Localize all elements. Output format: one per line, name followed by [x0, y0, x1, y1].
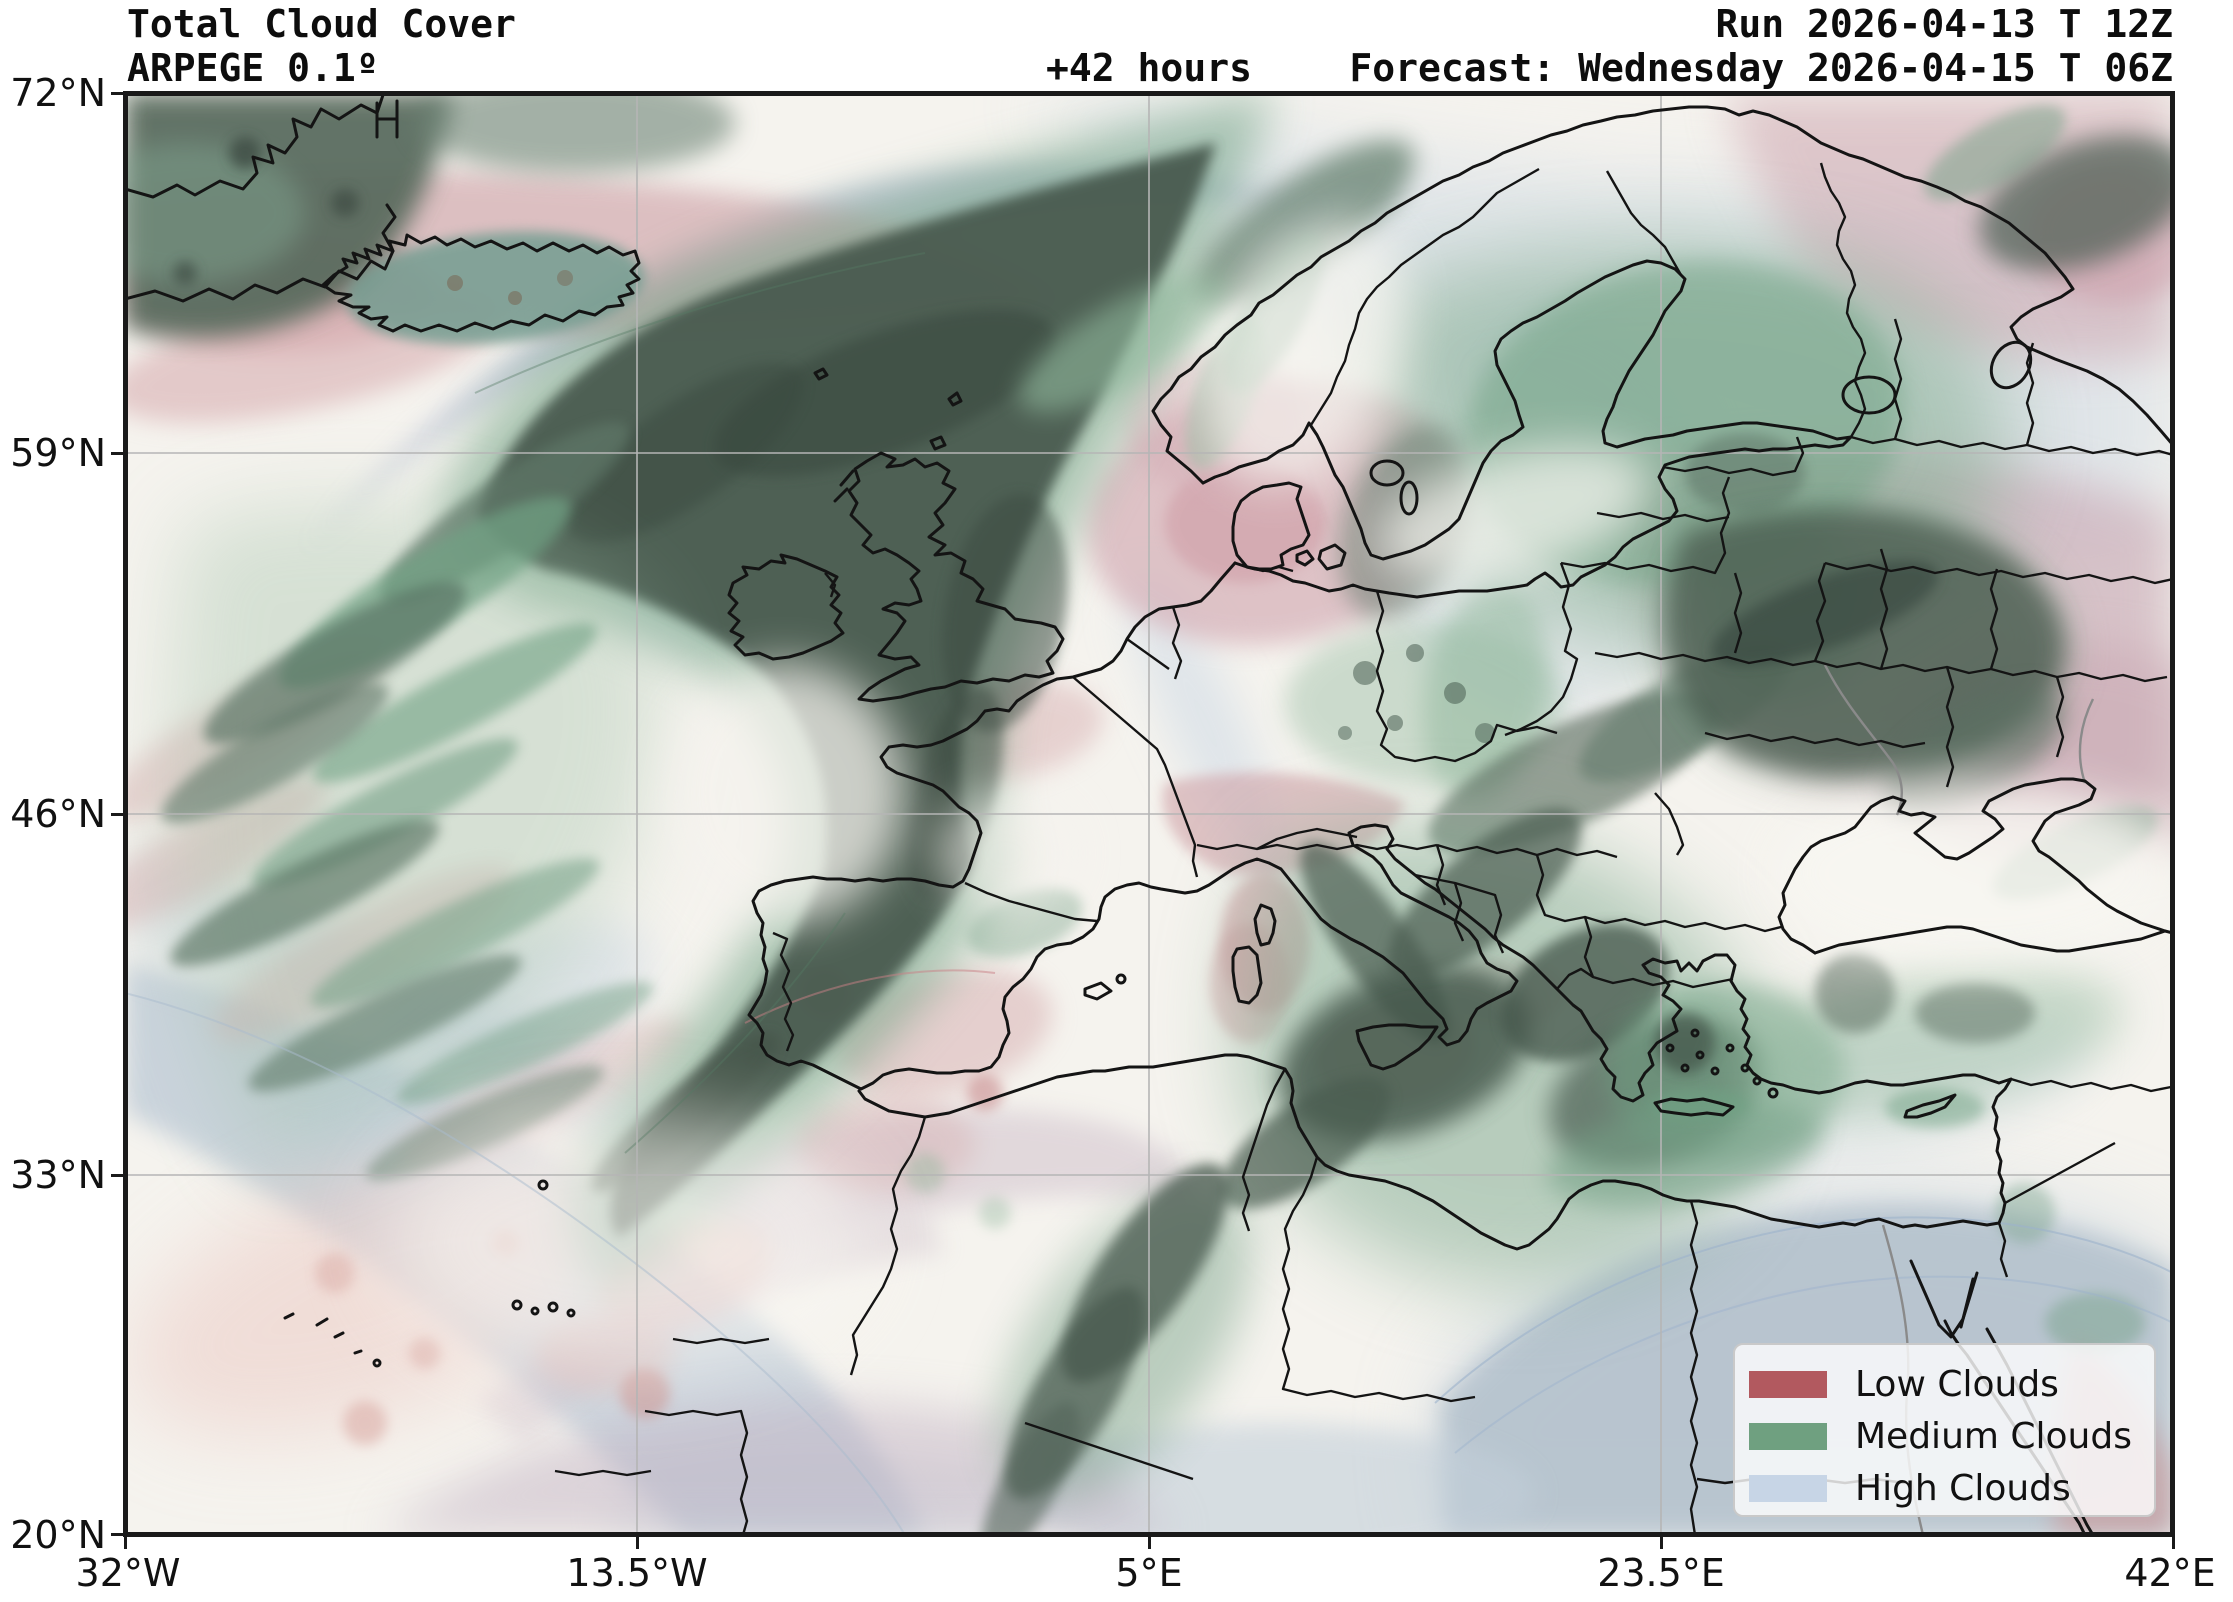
- lat-tick-label: 46°N: [10, 792, 106, 836]
- legend-row-medium-clouds: Medium Clouds: [1749, 1410, 2154, 1462]
- map-canvas: [123, 91, 2175, 1537]
- graticule: [125, 93, 2173, 1535]
- forecast-label: Forecast: Wednesday 2026-04-15 T 06Z: [1349, 46, 2173, 90]
- legend-swatch-medium-clouds: [1749, 1422, 1827, 1450]
- lon-tick-label: 23.5°E: [1597, 1551, 1725, 1595]
- model-label: ARPEGE 0.1º: [127, 46, 379, 90]
- legend-label-medium-clouds: Medium Clouds: [1855, 1415, 2132, 1457]
- lat-tick-label: 59°N: [10, 431, 106, 475]
- lon-tick-label: 13.5°W: [566, 1551, 708, 1595]
- lat-tick: [111, 1533, 125, 1536]
- lon-tick: [1148, 1535, 1151, 1549]
- page-title: Total Cloud Cover: [127, 2, 516, 46]
- legend-label-low-clouds: Low Clouds: [1855, 1363, 2059, 1405]
- legend: Low Clouds Medium Clouds High Clouds: [1733, 1343, 2156, 1517]
- lat-tick-label: 33°N: [10, 1153, 106, 1197]
- contour-lines: [125, 252, 2173, 1535]
- lat-tick: [111, 1174, 125, 1177]
- run-label: Run 2026-04-13 T 12Z: [1715, 2, 2173, 46]
- lat-tick-label: 72°N: [10, 71, 106, 115]
- legend-row-low-clouds: Low Clouds: [1749, 1358, 2154, 1410]
- lead-time-label: +42 hours: [1046, 46, 1252, 90]
- cloud-layer-medium: [125, 93, 2173, 1535]
- lon-tick: [1660, 1535, 1663, 1549]
- lat-tick: [111, 813, 125, 816]
- lat-tick-label: 20°N: [10, 1513, 106, 1557]
- legend-row-high-clouds: High Clouds: [1749, 1462, 2154, 1514]
- lat-tick: [111, 452, 125, 455]
- lat-tick: [111, 92, 125, 95]
- lon-tick-label: 5°E: [1115, 1551, 1183, 1595]
- lon-tick: [124, 1535, 127, 1549]
- map-frame: [125, 93, 2173, 1535]
- legend-swatch-low-clouds: [1749, 1370, 1827, 1398]
- cloud-cover-map: [125, 93, 2173, 1535]
- legend-label-high-clouds: High Clouds: [1855, 1467, 2071, 1509]
- lon-tick-label: 32°W: [75, 1551, 181, 1595]
- lon-tick-label: 42°E: [2124, 1551, 2216, 1595]
- legend-swatch-high-clouds: [1749, 1474, 1827, 1502]
- lon-tick: [636, 1535, 639, 1549]
- lon-tick: [2172, 1535, 2175, 1549]
